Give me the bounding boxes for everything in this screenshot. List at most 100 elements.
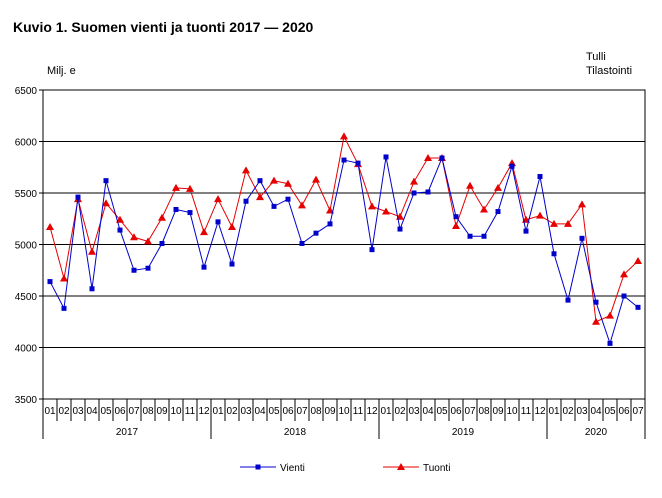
vienti-data-point	[285, 196, 291, 202]
x-tick-label: 09	[492, 406, 504, 417]
y-tick-label: 4000	[15, 344, 38, 355]
x-tick-label: 11	[353, 406, 364, 417]
vienti-data-point	[369, 247, 375, 253]
vienti-data-point	[635, 304, 641, 310]
vienti-data-point	[467, 233, 473, 239]
tuonti-data-point	[228, 222, 236, 230]
vienti-data-point	[61, 305, 67, 311]
tuonti-data-point	[60, 274, 68, 282]
x-tick-label: 01	[44, 406, 56, 417]
tuonti-data-point	[102, 199, 110, 207]
tuonti-data-point	[88, 247, 96, 255]
vienti-data-point	[187, 210, 193, 216]
vienti-data-point	[565, 297, 571, 303]
tuonti-data-point	[466, 181, 474, 189]
tuonti-data-point	[606, 311, 614, 319]
y-tick-label: 6500	[15, 86, 38, 97]
tuonti-data-point	[130, 233, 138, 241]
vienti-legend-label: Vienti	[280, 463, 305, 474]
tuonti-data-point	[172, 183, 180, 191]
vienti-data-point	[117, 227, 123, 233]
x-tick-label: 06	[450, 406, 462, 417]
tuonti-data-point	[592, 317, 600, 325]
tuonti-data-point	[284, 179, 292, 187]
vienti-data-point	[75, 194, 81, 200]
year-label: 2020	[585, 427, 608, 438]
plot-area-frame	[42, 89, 646, 400]
x-tick-label: 02	[226, 406, 238, 417]
vienti-data-point	[579, 235, 585, 241]
tuonti-data-point	[564, 219, 572, 227]
source-label-line1: Tulli	[586, 51, 606, 63]
tuonti-data-point	[620, 270, 628, 278]
tuonti-data-point	[634, 256, 642, 264]
x-tick-label: 04	[590, 406, 602, 417]
tuonti-data-point	[270, 176, 278, 184]
vienti-data-point	[243, 198, 249, 204]
tuonti-data-point	[368, 202, 376, 210]
vienti-data-point	[103, 178, 109, 184]
x-tick-label: 01	[548, 406, 560, 417]
vienti-data-point	[257, 178, 263, 184]
tuonti-data-point	[578, 200, 586, 208]
x-tick-label: 03	[576, 406, 588, 417]
x-tick-label: 07	[296, 406, 308, 417]
x-tick-label: 03	[72, 406, 84, 417]
tuonti-data-point	[200, 228, 208, 236]
vienti-data-point	[593, 299, 599, 305]
vienti-data-point	[159, 240, 165, 246]
vienti-data-point	[383, 154, 389, 160]
vienti-data-point	[47, 279, 53, 285]
x-tick-label: 03	[240, 406, 252, 417]
tuonti-data-point	[410, 177, 418, 185]
x-tick-label: 04	[422, 406, 434, 417]
tuonti-data-point	[480, 205, 488, 213]
x-tick-label: 02	[562, 406, 574, 417]
vienti-series-line	[49, 156, 639, 346]
y-tick-label: 4500	[15, 292, 38, 303]
x-tick-label: 12	[534, 406, 546, 417]
x-tick-label: 06	[114, 406, 126, 417]
x-tick-label: 11	[521, 406, 532, 417]
tuonti-data-point	[536, 211, 544, 219]
chart-title: Kuvio 1. Suomen vienti ja tuonti 2017 — …	[13, 19, 314, 35]
vienti-data-point	[201, 264, 207, 270]
vienti-data-point	[89, 286, 95, 292]
x-tick-label: 12	[366, 406, 378, 417]
vienti-data-point	[481, 233, 487, 239]
x-tick-label: 05	[268, 406, 280, 417]
x-tick-label: 12	[198, 406, 210, 417]
tuonti-data-point	[298, 201, 306, 209]
tuonti-legend-marker	[397, 463, 405, 470]
x-tick-label: 04	[254, 406, 266, 417]
vienti-legend-marker	[255, 464, 261, 470]
x-tick-label: 05	[436, 406, 448, 417]
source-label-line2: Tilastointi	[586, 65, 633, 77]
x-tick-label: 03	[408, 406, 420, 417]
y-tick-label: 6000	[15, 138, 38, 149]
x-tick-label: 01	[212, 406, 224, 417]
x-tick-label: 01	[380, 406, 392, 417]
vienti-data-point	[341, 157, 347, 163]
tuonti-data-point	[214, 195, 222, 203]
vienti-data-point	[425, 189, 431, 195]
x-tick-label: 06	[282, 406, 294, 417]
x-tick-label: 11	[185, 406, 196, 417]
x-tick-label: 02	[394, 406, 406, 417]
x-tick-label: 08	[310, 406, 322, 417]
tuonti-data-point	[144, 237, 152, 245]
tuonti-legend-label: Tuonti	[423, 463, 450, 474]
x-tick-label: 08	[142, 406, 154, 417]
x-tick-label: 10	[170, 406, 182, 417]
tuonti-data-point	[312, 175, 320, 183]
tuonti-data-point	[494, 183, 502, 191]
x-tick-label: 07	[632, 406, 644, 417]
x-tick-label: 07	[128, 406, 140, 417]
tuonti-data-point	[550, 219, 558, 227]
tuonti-data-point	[116, 215, 124, 223]
x-tick-label: 09	[324, 406, 336, 417]
year-label: 2017	[116, 427, 139, 438]
tuonti-data-point	[256, 193, 264, 201]
vienti-data-point	[607, 340, 613, 346]
